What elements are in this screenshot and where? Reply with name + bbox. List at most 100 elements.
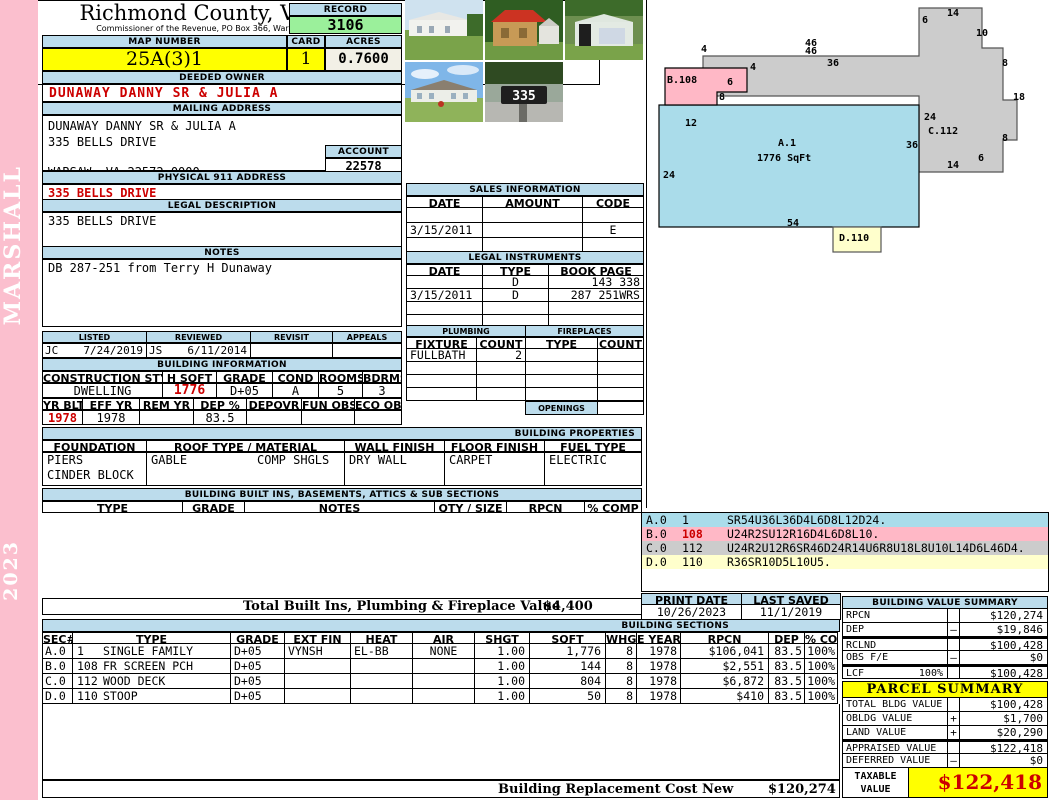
- cell-num: 110: [77, 689, 98, 703]
- cell-comp: 100%: [804, 644, 838, 659]
- table-row[interactable]: D 143 338: [406, 276, 644, 289]
- table-row[interactable]: [406, 208, 644, 223]
- table-row: APPRAISED VALUE $122,418: [842, 740, 1048, 754]
- cell-comp: 100%: [804, 659, 838, 674]
- parcel-summary-rows: TOTAL BLDG VALUE $100,428 OBLDG VALUE + …: [842, 698, 1048, 768]
- photo-barn-red-roof[interactable]: [485, 0, 563, 60]
- photo-house-front[interactable]: [405, 0, 483, 60]
- building-sections-blank-area: [42, 704, 840, 780]
- cell-fixture: [406, 388, 476, 401]
- cell-fp-count: [597, 388, 644, 401]
- skc-num: 110: [682, 555, 703, 569]
- photo-mailbox-335[interactable]: 335: [485, 62, 563, 122]
- record-value: 3106: [289, 16, 402, 34]
- plumbing-fireplaces-header: FIXTURE COUNT TYPE COUNT: [406, 337, 644, 349]
- cell-sale-date: 3/15/2011: [406, 223, 482, 238]
- col-construction-style: CONSTRUCTION STYLE: [42, 371, 162, 383]
- cell-whgt: 8: [605, 644, 636, 659]
- photo-metal-garage[interactable]: [565, 0, 643, 60]
- foundation-value: PIERS CINDER BLOCK: [42, 452, 146, 486]
- cell-dep: 83.5: [768, 644, 804, 659]
- account-value: 22578: [325, 158, 402, 174]
- table-row: TOTAL BLDG VALUE $100,428: [842, 698, 1048, 712]
- bvs-sign: [947, 609, 959, 623]
- cell-heat: EL-BB: [350, 644, 412, 659]
- cell-pl-count: 2: [476, 349, 525, 362]
- cell-type: SINGLE FAMILY: [103, 644, 194, 658]
- building-info-values-2: 1978 1978 83.5: [42, 410, 402, 425]
- cell-fp-count: [597, 362, 644, 375]
- sketch-label-c112: C.112: [928, 126, 959, 137]
- sales-header: DATE AMOUNT CODE: [406, 196, 644, 208]
- last-saved-value: 11/1/2019: [741, 605, 841, 620]
- cell-comp: 100%: [804, 689, 838, 704]
- skc-num: 108: [682, 527, 703, 541]
- cell-whgt: 8: [605, 689, 636, 704]
- col-heat: HEAT: [350, 632, 412, 644]
- table-row[interactable]: A.0 1 SINGLE FAMILY D+05 VYNSH EL-BB NONE…: [42, 644, 840, 659]
- hsqft-value: 1776: [162, 383, 216, 398]
- sketch-area-d110: [832, 226, 882, 253]
- pr-label: DEFERRED VALUE: [842, 754, 947, 768]
- cell-sqft: 144: [529, 659, 605, 674]
- table-row[interactable]: D.0 110 STOOP D+05 1.00 50 8 1978 $410 83…: [42, 689, 840, 704]
- listed-by: JC: [45, 344, 59, 357]
- photo-house-blue-sky[interactable]: [405, 62, 483, 122]
- listed-reviewed-values: JC 7/24/2019 JS 6/11/2014: [42, 343, 402, 358]
- table-row[interactable]: C.0 112 WOOD DECK D+05 1.00 804 8 1978 $6…: [42, 674, 840, 689]
- sketch-dim-14-top: 14: [947, 8, 960, 19]
- sketch-dim-46b: 46: [805, 46, 818, 57]
- sketch-area-a1-main: [658, 104, 920, 228]
- sketch-label-b108: B.108: [667, 75, 698, 86]
- sketch-dim-6b: 6: [727, 77, 734, 88]
- cell-grade: D+05: [230, 689, 284, 704]
- table-row[interactable]: FULLBATH 2: [406, 349, 644, 362]
- sketch-dim-4-left: 4: [701, 44, 708, 55]
- sketch-dim-10: 10: [976, 28, 989, 39]
- acres-value: 0.7600: [325, 48, 402, 71]
- cell-pl-count: [476, 362, 525, 375]
- cell-sale-code: E: [582, 223, 644, 238]
- cell-grade: D+05: [230, 674, 284, 689]
- rooms-value: 5: [318, 383, 362, 398]
- table-row[interactable]: [406, 375, 644, 388]
- table-row[interactable]: [406, 388, 644, 401]
- table-row[interactable]: B.0 108 FR SCREEN PCH D+05 1.00 144 8 197…: [42, 659, 840, 674]
- cell-eyear: 1978: [636, 689, 680, 704]
- col-foundation: FOUNDATION: [42, 440, 146, 452]
- building-sketch[interactable]: B.108 A.1 1776 SqFt C.112 D.110 14 6 10 …: [646, 0, 1050, 508]
- table-row: DEFERRED VALUE – $0: [842, 754, 1048, 768]
- taxable-value-amount: $122,418: [909, 768, 1048, 798]
- skc-code: R36SR10D5L10U5.: [727, 555, 831, 569]
- plumbing-title: PLUMBING: [406, 325, 525, 337]
- table-row[interactable]: [406, 302, 644, 315]
- replacement-cost-label: Building Replacement Cost New: [498, 782, 734, 797]
- construction-style-value: DWELLING: [42, 383, 162, 398]
- col-bi-type: TYPE: [42, 501, 182, 513]
- sketch-dim-8b: 8: [719, 92, 726, 103]
- col-fuel-type: FUEL TYPE: [544, 440, 642, 452]
- bvs-sign: –: [947, 651, 959, 665]
- sketch-dim-12: 12: [685, 118, 698, 129]
- cell-fixture: [406, 362, 476, 375]
- table-row[interactable]: [406, 362, 644, 375]
- openings-row: OPENINGS: [406, 401, 644, 415]
- cell-fixture: [406, 375, 476, 388]
- col-type: TYPE: [72, 632, 230, 644]
- pr-sign: +: [947, 726, 959, 740]
- pr-sign: [947, 740, 959, 754]
- cell-shgt: 1.00: [474, 659, 529, 674]
- table-row[interactable]: 3/15/2011 E: [406, 223, 644, 238]
- col-bi-rpcn: RPCN: [506, 501, 584, 513]
- page-subtitle: Commissioner of the Revenue, PO Box 366,…: [96, 24, 348, 33]
- cell-sale-amount: [482, 208, 582, 223]
- parcel-summary-title: PARCEL SUMMARY: [842, 681, 1048, 698]
- table-row[interactable]: 3/15/2011 D 287 251WRS: [406, 289, 644, 302]
- skc-num: 1: [682, 513, 689, 527]
- cell-extfin: VYNSH: [284, 644, 350, 659]
- skc-code: SR54U36L36D4L6D8L12D24.: [727, 513, 887, 527]
- table-row: RPCN $120,274: [842, 609, 1048, 623]
- sketch-dim-24-left: 24: [663, 170, 676, 181]
- skc-sec: D.0: [646, 555, 667, 569]
- cell-sqft: 1,776: [529, 644, 605, 659]
